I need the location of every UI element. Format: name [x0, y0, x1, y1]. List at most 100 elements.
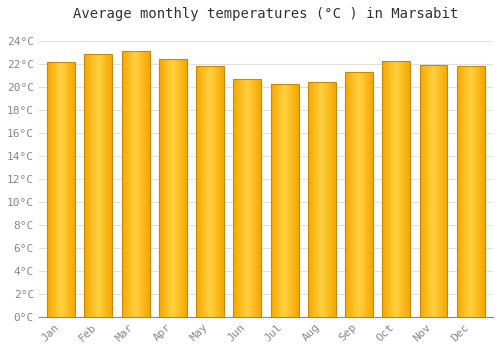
Bar: [382, 61, 410, 317]
Bar: [133, 51, 134, 317]
Bar: [274, 84, 275, 317]
Bar: [256, 78, 257, 317]
Bar: [106, 54, 107, 317]
Bar: [315, 82, 316, 317]
Bar: [457, 66, 458, 317]
Bar: [478, 66, 479, 317]
Bar: [399, 61, 400, 317]
Bar: [257, 78, 258, 317]
Bar: [396, 61, 397, 317]
Bar: [371, 72, 372, 317]
Bar: [321, 82, 322, 317]
Bar: [199, 66, 200, 317]
Bar: [110, 54, 111, 317]
Bar: [332, 82, 333, 317]
Bar: [427, 65, 428, 317]
Bar: [244, 78, 245, 317]
Bar: [425, 65, 426, 317]
Bar: [461, 66, 462, 317]
Bar: [168, 59, 170, 317]
Bar: [335, 82, 336, 317]
Bar: [382, 61, 383, 317]
Bar: [270, 84, 298, 317]
Bar: [288, 84, 290, 317]
Bar: [47, 62, 48, 317]
Bar: [184, 59, 186, 317]
Bar: [386, 61, 387, 317]
Bar: [403, 61, 404, 317]
Bar: [354, 72, 355, 317]
Bar: [238, 78, 239, 317]
Bar: [96, 54, 97, 317]
Bar: [282, 84, 283, 317]
Bar: [441, 65, 442, 317]
Bar: [250, 78, 251, 317]
Bar: [173, 59, 174, 317]
Bar: [368, 72, 369, 317]
Bar: [462, 66, 463, 317]
Bar: [196, 66, 197, 317]
Bar: [348, 72, 349, 317]
Bar: [317, 82, 318, 317]
Bar: [179, 59, 180, 317]
Bar: [86, 54, 87, 317]
Bar: [466, 66, 467, 317]
Bar: [149, 51, 150, 317]
Bar: [127, 51, 128, 317]
Bar: [372, 72, 373, 317]
Bar: [95, 54, 96, 317]
Bar: [254, 78, 255, 317]
Bar: [60, 62, 61, 317]
Bar: [212, 66, 213, 317]
Bar: [94, 54, 95, 317]
Bar: [392, 61, 393, 317]
Bar: [101, 54, 102, 317]
Bar: [295, 84, 296, 317]
Bar: [436, 65, 437, 317]
Bar: [437, 65, 438, 317]
Bar: [360, 72, 361, 317]
Bar: [136, 51, 137, 317]
Bar: [388, 61, 390, 317]
Bar: [70, 62, 71, 317]
Bar: [476, 66, 477, 317]
Bar: [245, 78, 246, 317]
Bar: [314, 82, 315, 317]
Bar: [93, 54, 94, 317]
Bar: [147, 51, 148, 317]
Bar: [480, 66, 481, 317]
Bar: [198, 66, 199, 317]
Bar: [409, 61, 410, 317]
Bar: [308, 82, 309, 317]
Bar: [292, 84, 293, 317]
Bar: [73, 62, 74, 317]
Bar: [444, 65, 446, 317]
Bar: [72, 62, 73, 317]
Bar: [124, 51, 125, 317]
Bar: [240, 78, 241, 317]
Bar: [218, 66, 219, 317]
Bar: [394, 61, 395, 317]
Bar: [234, 78, 236, 317]
Bar: [430, 65, 432, 317]
Bar: [420, 65, 421, 317]
Bar: [166, 59, 168, 317]
Bar: [251, 78, 252, 317]
Bar: [181, 59, 182, 317]
Bar: [345, 72, 346, 317]
Bar: [472, 66, 473, 317]
Bar: [137, 51, 138, 317]
Bar: [122, 51, 123, 317]
Bar: [163, 59, 164, 317]
Bar: [432, 65, 433, 317]
Bar: [213, 66, 214, 317]
Bar: [208, 66, 210, 317]
Bar: [312, 82, 314, 317]
Bar: [323, 82, 324, 317]
Bar: [165, 59, 166, 317]
Bar: [383, 61, 384, 317]
Bar: [61, 62, 62, 317]
Bar: [160, 59, 161, 317]
Bar: [280, 84, 281, 317]
Bar: [390, 61, 392, 317]
